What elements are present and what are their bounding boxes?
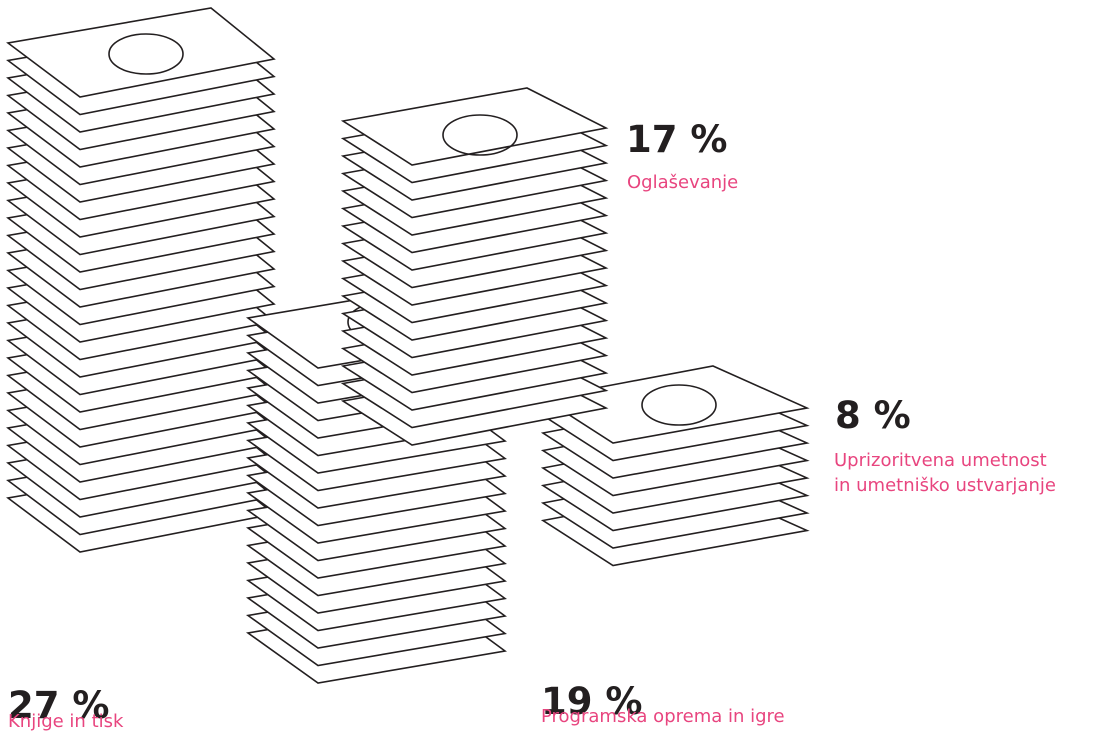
banknote-sheet <box>340 87 609 166</box>
category-label-advertising: Oglaševanje <box>627 172 739 193</box>
category-label-performing-arts-line2: in umetniško ustvarjanje <box>834 475 1056 496</box>
banknote-emblem-icon <box>442 114 518 156</box>
stack-advertising <box>340 87 609 446</box>
stack-books-print <box>6 7 276 553</box>
banknote-emblem-icon <box>108 33 184 75</box>
banknote-emblem-icon <box>641 384 717 426</box>
value-label-advertising: 17 % <box>626 118 728 161</box>
category-label-books-print: Knjige in tisk <box>8 711 124 732</box>
category-label-software-games: Programska oprema in igre <box>541 706 785 727</box>
value-label-software-games: 19 % <box>541 680 643 723</box>
stack-performing-arts <box>540 365 810 567</box>
value-label-books-print: 27 % <box>8 684 110 727</box>
value-label-performing-arts: 8 % <box>835 394 911 437</box>
category-label-performing-arts-line1: Uprizoritvena umetnost <box>834 450 1047 471</box>
banknote-sheet <box>6 7 276 98</box>
